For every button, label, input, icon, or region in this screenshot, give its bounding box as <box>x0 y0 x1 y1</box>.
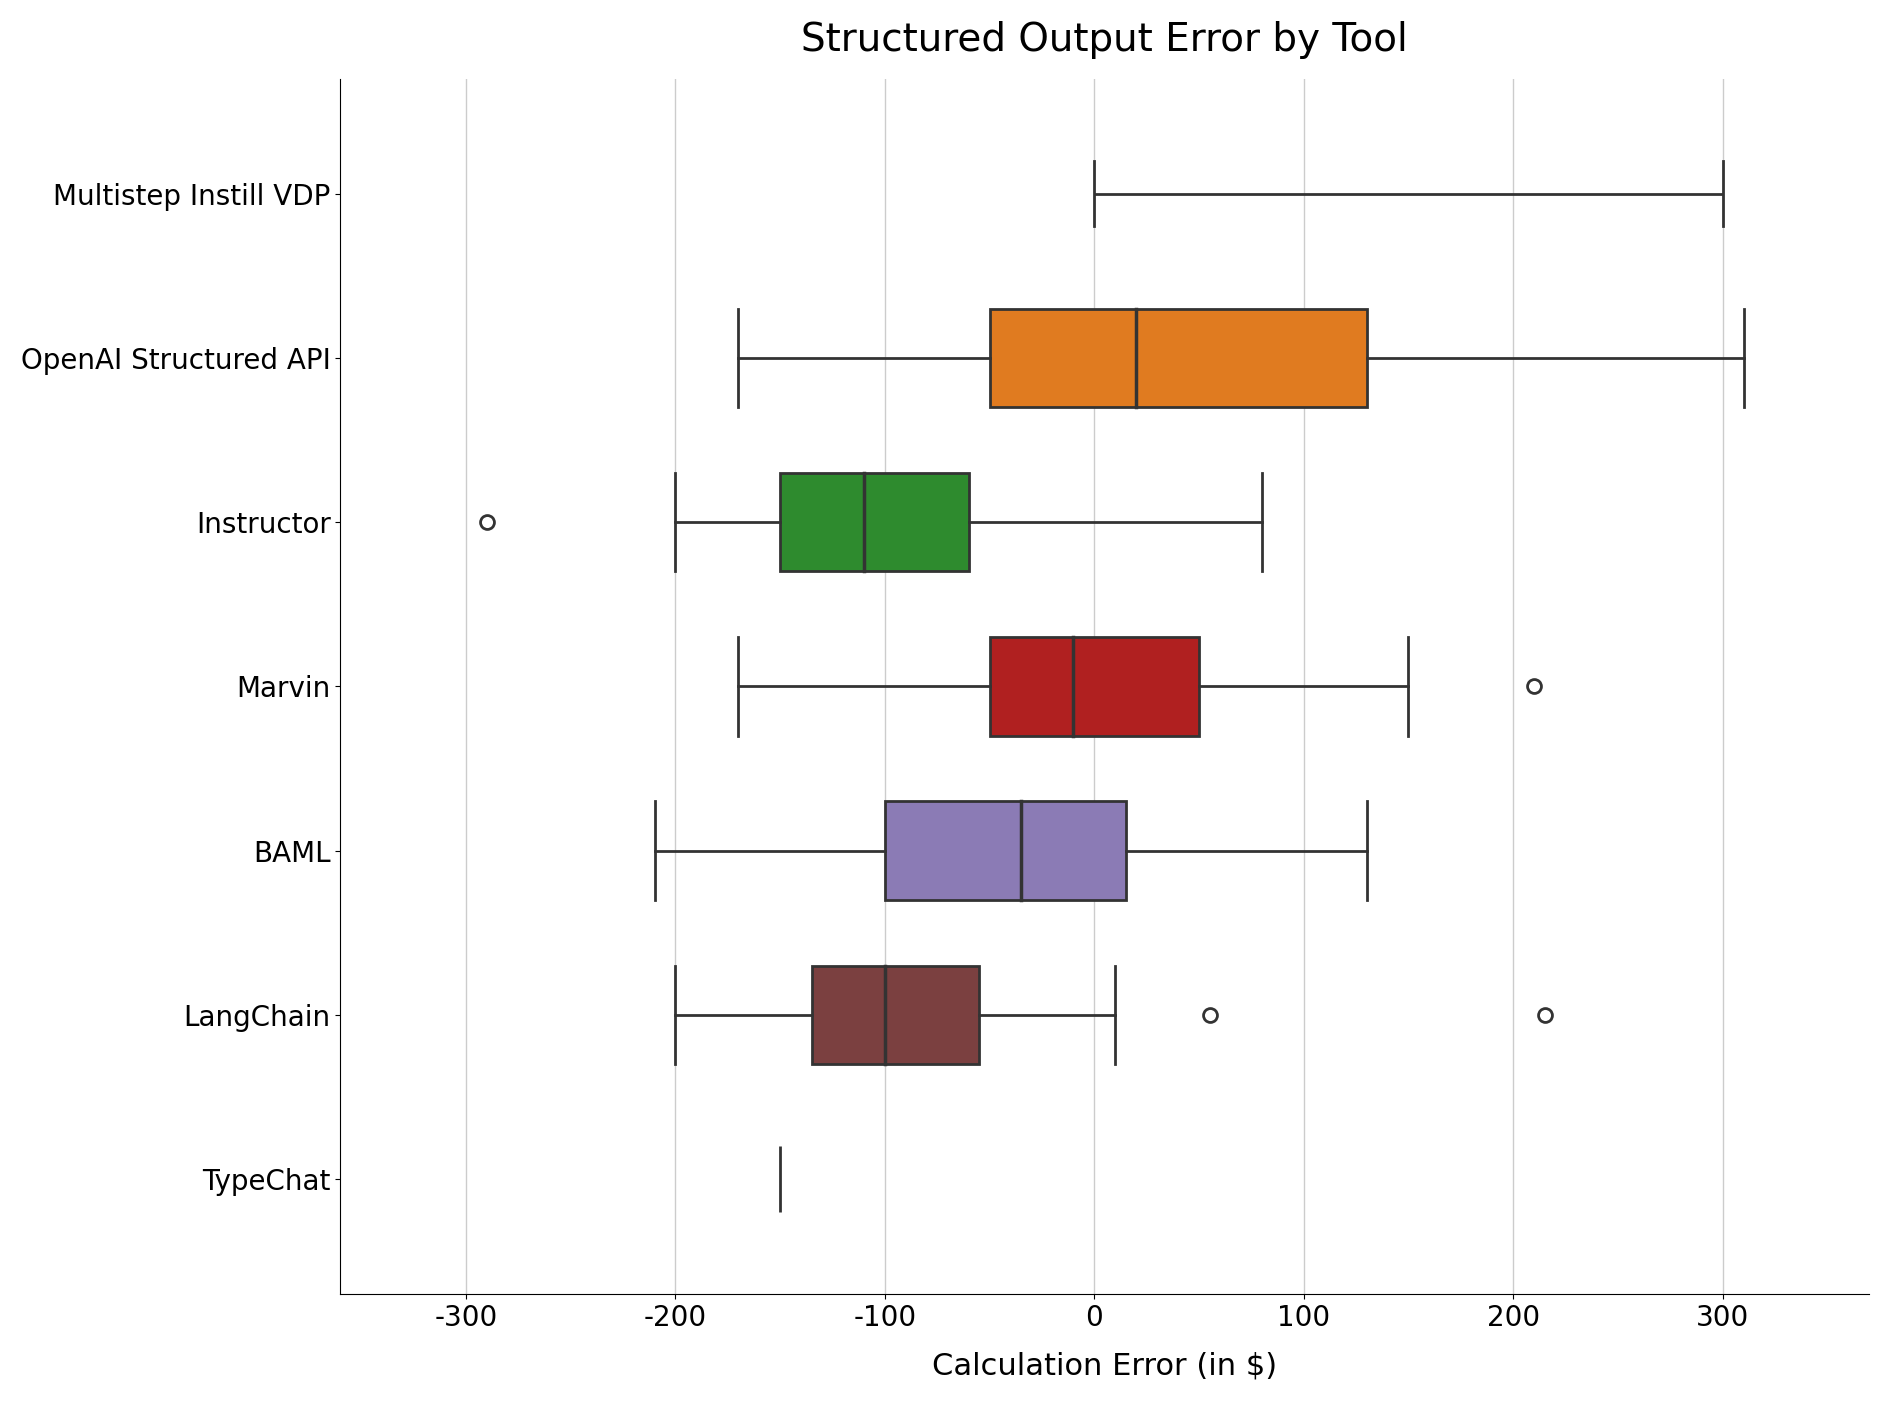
FancyBboxPatch shape <box>990 308 1366 408</box>
FancyBboxPatch shape <box>884 801 1126 899</box>
Title: Structured Output Error by Tool: Structured Output Error by Tool <box>801 21 1407 59</box>
FancyBboxPatch shape <box>990 637 1198 736</box>
FancyBboxPatch shape <box>780 472 969 572</box>
X-axis label: Calculation Error (in $): Calculation Error (in $) <box>931 1351 1277 1380</box>
FancyBboxPatch shape <box>810 965 979 1065</box>
